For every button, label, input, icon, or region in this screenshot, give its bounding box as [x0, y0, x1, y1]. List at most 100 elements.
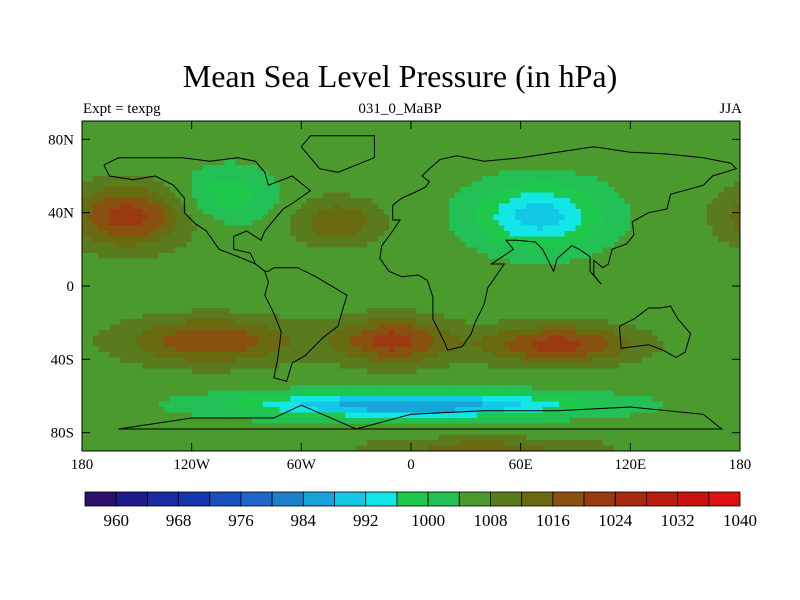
field-cell [493, 341, 500, 348]
field-cell [383, 203, 390, 210]
field-cell [290, 253, 297, 260]
field-cell [471, 203, 478, 210]
field-cell [443, 132, 450, 139]
field-cell [361, 242, 368, 249]
field-cell [98, 220, 105, 227]
field-cell [224, 137, 231, 144]
field-cell [317, 308, 324, 315]
field-cell [416, 203, 423, 210]
field-cell [723, 242, 730, 249]
field-cell [652, 269, 659, 276]
field-cell [707, 148, 714, 155]
field-cell [284, 341, 291, 348]
field-cell [350, 148, 357, 155]
field-cell [531, 269, 538, 276]
field-cell [389, 313, 396, 320]
field-cell [257, 324, 264, 331]
field-cell [186, 137, 193, 144]
field-cell [131, 335, 138, 342]
field-cell [553, 132, 560, 139]
field-cell [624, 159, 631, 166]
field-cell [405, 346, 412, 353]
field-cell [136, 236, 143, 243]
field-cell [131, 286, 138, 293]
field-cell [465, 231, 472, 238]
field-cell [465, 203, 472, 210]
field-cell [208, 231, 215, 238]
field-cell [328, 137, 335, 144]
field-cell [734, 264, 740, 271]
field-cell [400, 126, 407, 133]
field-cell [131, 302, 138, 309]
field-cell [367, 143, 374, 150]
field-cell [718, 297, 725, 304]
field-cell [153, 297, 160, 304]
field-cell [92, 220, 100, 227]
field-cell [723, 236, 730, 243]
field-cell [520, 269, 527, 276]
field-cell [460, 126, 467, 133]
field-cell [103, 220, 111, 227]
field-cell [405, 165, 412, 172]
field-cell [674, 225, 681, 232]
field-cell [580, 242, 588, 249]
field-cell [685, 335, 692, 342]
field-cell [493, 187, 500, 194]
field-cell [432, 319, 440, 326]
field-cell [548, 231, 555, 238]
field-cell [372, 159, 379, 166]
field-cell [542, 258, 549, 265]
field-cell [367, 220, 374, 227]
field-cell [251, 247, 259, 254]
field-cell [696, 302, 703, 309]
field-cell [169, 236, 176, 243]
field-cell [208, 297, 215, 304]
field-cell [356, 302, 363, 309]
field-cell [564, 209, 571, 216]
field-cell [356, 225, 363, 232]
field-cell [186, 176, 193, 183]
field-cell [537, 253, 544, 260]
field-cell [262, 346, 270, 353]
field-cell [729, 236, 736, 243]
field-cell [652, 154, 659, 161]
field-cell [591, 335, 599, 342]
field-cell [597, 187, 604, 194]
field-cell [580, 187, 588, 194]
field-cell [246, 143, 253, 150]
field-cell [361, 148, 368, 155]
field-cell [443, 269, 450, 276]
field-cell [180, 297, 187, 304]
field-cell [509, 209, 516, 216]
field-cell [454, 302, 461, 309]
field-cell [602, 203, 609, 210]
field-cell [301, 291, 308, 298]
field-cell [389, 225, 396, 232]
field-cell [317, 176, 324, 183]
field-cell [158, 170, 165, 177]
field-cell [323, 137, 330, 144]
field-cell [361, 225, 368, 232]
field-cell [564, 154, 571, 161]
field-cell [169, 258, 176, 265]
field-cell [416, 319, 423, 326]
field-cell [87, 154, 94, 161]
field-cell [411, 269, 418, 276]
field-cell [652, 286, 659, 293]
field-cell [729, 143, 736, 150]
field-cell [345, 280, 352, 287]
field-cell [87, 280, 94, 287]
field-cell [219, 192, 226, 199]
field-cell [87, 132, 94, 139]
field-cell [411, 264, 418, 271]
field-cell [345, 247, 352, 254]
field-cell [515, 280, 522, 287]
field-cell [158, 280, 165, 287]
field-cell [586, 154, 593, 161]
field-cell [328, 346, 335, 353]
field-cell [663, 335, 670, 342]
field-cell [284, 187, 291, 194]
field-cell [548, 198, 555, 205]
field-cell [411, 253, 418, 260]
field-cell [509, 214, 516, 221]
